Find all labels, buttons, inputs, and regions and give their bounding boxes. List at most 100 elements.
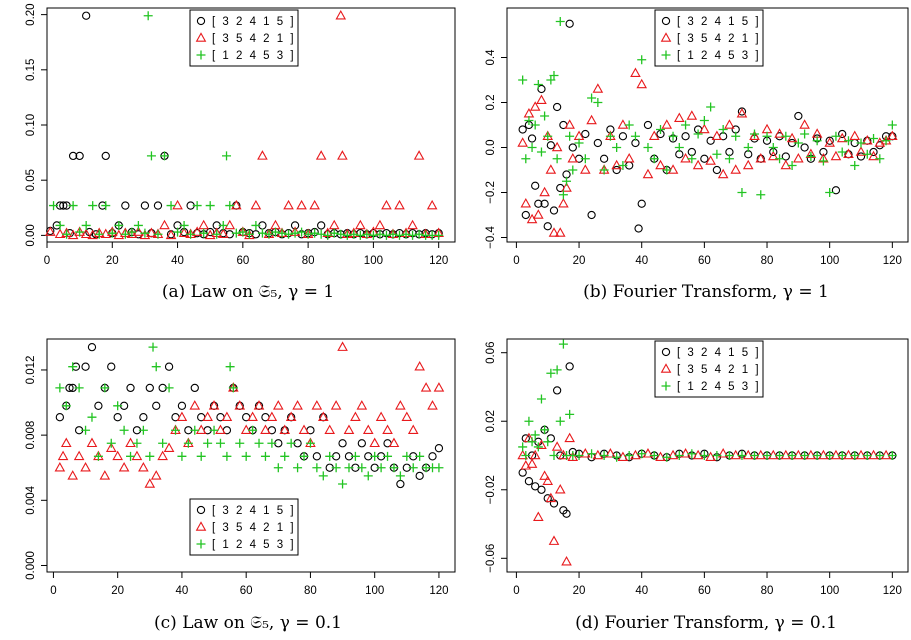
legend-marker [660, 363, 672, 373]
data-point [153, 229, 163, 239]
data-point [54, 228, 66, 239]
data-point [362, 424, 374, 435]
data-point [862, 451, 872, 460]
data-point [526, 213, 538, 224]
data-point [298, 424, 310, 435]
data-point [818, 156, 828, 166]
data-point [692, 159, 704, 170]
data-point [312, 463, 322, 473]
data-point [75, 227, 85, 237]
data-point [140, 228, 150, 238]
data-point [564, 432, 575, 443]
legend-marker [196, 505, 206, 515]
data-point [369, 437, 380, 448]
data-point [856, 138, 866, 148]
data-point [145, 451, 155, 461]
legend-box [189, 498, 299, 556]
data-point [434, 230, 444, 240]
data-point [81, 362, 90, 371]
data-point [599, 154, 609, 163]
data-point [705, 451, 716, 461]
y-tick-label: 0.10 [25, 114, 37, 136]
data-point [408, 230, 418, 240]
data-point [637, 199, 646, 208]
data-point [222, 151, 232, 161]
data-point [270, 227, 280, 237]
data-point [273, 463, 283, 473]
data-point [549, 71, 559, 80]
data-point [218, 220, 228, 230]
data-point [231, 199, 242, 210]
data-point [414, 229, 424, 239]
data-point [706, 102, 716, 112]
data-point [581, 129, 590, 139]
chart-panel-c: 0 20 40 60 80 100 120 0.000 0.004 0.008 0.012 [ 3 2… [25, 338, 456, 633]
data-point [812, 451, 822, 460]
data-point [107, 362, 116, 371]
data-point [612, 143, 622, 152]
data-point [138, 461, 149, 472]
data-point [375, 229, 385, 239]
data-point [731, 131, 741, 141]
data-point [401, 229, 411, 239]
data-point [190, 425, 200, 435]
data-point [861, 135, 873, 145]
legend-label: [ 3 5 4 2 1 ] [212, 33, 296, 45]
data-point [407, 219, 418, 230]
legend-marker [196, 539, 206, 549]
data-point [533, 80, 543, 89]
data-point [875, 451, 885, 460]
data-point [539, 186, 550, 197]
data-point [241, 451, 251, 461]
data-point [564, 119, 575, 129]
x-tick-label: 100 [820, 255, 839, 267]
data-point [567, 153, 579, 163]
x-tick-label: 120 [429, 255, 448, 267]
data-point [284, 229, 294, 239]
y-tick-label: 0.012 [25, 356, 37, 385]
data-point [257, 228, 267, 238]
data-point [574, 451, 584, 460]
x-tick-label: 60 [698, 585, 711, 597]
data-point [126, 228, 138, 239]
data-point [549, 499, 559, 508]
data-point [153, 201, 163, 210]
legend-label: [ 1 2 4 5 3 ] [212, 539, 296, 551]
data-point [786, 132, 798, 143]
data-point [593, 138, 603, 148]
data-point [730, 449, 742, 460]
data-point [850, 161, 860, 170]
data-point [680, 448, 691, 458]
data-point [843, 449, 854, 460]
data-point [855, 449, 867, 460]
data-point [565, 19, 574, 28]
data-point [762, 131, 772, 141]
data-point [724, 119, 735, 129]
data-point [673, 112, 685, 123]
data-point [555, 416, 565, 426]
data-point [612, 165, 621, 175]
data-point [551, 141, 563, 152]
data-point [742, 449, 754, 460]
data-point [887, 120, 897, 130]
data-point [562, 509, 571, 518]
data-point [127, 227, 137, 237]
data-point [527, 437, 537, 447]
data-point [849, 130, 861, 141]
data-point [49, 201, 59, 211]
data-point [774, 128, 785, 138]
data-point [680, 153, 691, 163]
data-point [272, 400, 284, 410]
data-point [206, 227, 215, 237]
data-point [819, 147, 828, 157]
data-point [565, 409, 575, 419]
data-point [189, 400, 201, 410]
data-point [843, 148, 854, 159]
data-point [565, 131, 575, 141]
data-point [80, 228, 92, 239]
data-point [224, 219, 236, 230]
data-point [743, 143, 753, 152]
data-point [837, 147, 847, 157]
data-point [68, 362, 78, 372]
data-point [336, 229, 346, 239]
